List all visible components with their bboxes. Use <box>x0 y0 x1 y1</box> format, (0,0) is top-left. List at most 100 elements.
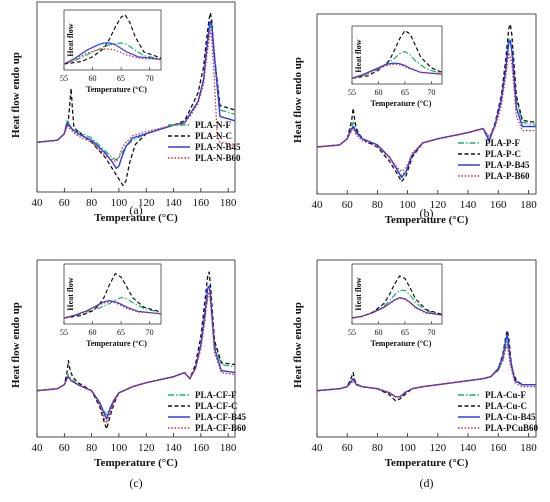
legend-label-PLA-N-F: PLA-N-F <box>195 120 231 130</box>
series-line-PLA-CF-B60 <box>36 291 236 424</box>
panel-label: (c) <box>129 476 142 490</box>
inset-frame <box>351 25 443 85</box>
inset-x-tick-label: 60 <box>374 88 382 97</box>
legend-label-PLA-PCuB60: PLA-PCuB60 <box>485 423 539 433</box>
x-tick-label: 60 <box>59 442 71 454</box>
x-tick-label: 160 <box>193 442 210 454</box>
legend-label-PLA-P-C: PLA-P-C <box>485 149 521 159</box>
y-axis-label: Heat flow endo up <box>10 52 22 138</box>
panel-label: (b) <box>420 206 434 220</box>
inset-series-line-PLA-N-C <box>63 13 162 65</box>
series-line-PLA-CF-F <box>36 295 236 416</box>
inset-y-axis-label: Heat flow <box>354 277 363 310</box>
legend-label-PLA-CF-F: PLA-CF-F <box>195 390 237 400</box>
x-tick-label: 160 <box>490 199 507 211</box>
legend-label-PLA-P-B45: PLA-P-B45 <box>485 160 530 170</box>
plot-frame <box>316 259 537 438</box>
inset-x-tick-label: 70 <box>427 328 435 337</box>
inset-x-tick-label: 55 <box>60 74 68 83</box>
inset-series-line-PLA-CF-B60 <box>63 301 162 319</box>
x-tick-label: 40 <box>312 199 324 211</box>
x-tick-label: 60 <box>342 442 354 454</box>
legend-label-PLA-N-B60: PLA-N-B60 <box>195 153 241 163</box>
x-tick-label: 40 <box>32 197 44 209</box>
series-line-PLA-N-B60 <box>36 29 236 163</box>
inset-x-tick-label: 65 <box>117 74 125 83</box>
x-tick-label: 60 <box>342 199 354 211</box>
x-axis-label: Temperature (°C) <box>94 457 178 469</box>
x-axis-label: Temperature (°C) <box>385 457 469 469</box>
inset-x-tick-label: 70 <box>427 88 435 97</box>
series-line-PLA-N-C <box>36 12 236 187</box>
x-tick-label: 80 <box>372 199 384 211</box>
y-axis-label: Heat flow endo up <box>10 302 22 388</box>
legend-label-PLA-Cu-F: PLA-Cu-F <box>485 390 526 400</box>
inset-plot: 55 60 65 70 Temperature (°C) Heat flow <box>60 263 162 348</box>
inset-plot: 55 60 65 70 Temperature (°C) Heat flow <box>60 9 162 94</box>
y-axis-label: Heat flow endo up <box>292 302 304 388</box>
inset-x-tick-label: 70 <box>146 74 154 83</box>
legend-label-PLA-Cu-B45: PLA-Cu-B45 <box>485 412 536 422</box>
inset-y-axis-label: Heat flow <box>66 277 75 310</box>
x-tick-label: 80 <box>86 197 98 209</box>
series-line-PLA-P-B45 <box>316 39 536 179</box>
inset-series-line-PLA-P-B45 <box>351 62 443 79</box>
series-line-PLA-PCuB60 <box>316 343 536 398</box>
inset-plot: 55 60 65 70 Temperature (°C) Heat flow <box>348 263 443 348</box>
legend-label-PLA-P-B60: PLA-P-B60 <box>485 171 530 181</box>
inset-x-tick-label: 65 <box>117 328 125 337</box>
legend-label-PLA-CF-B45: PLA-CF-B45 <box>195 412 246 422</box>
y-axis-label: Heat flow endo up <box>292 57 304 143</box>
x-tick-label: 120 <box>138 442 155 454</box>
x-tick-label: 100 <box>111 197 128 209</box>
x-tick-label: 140 <box>460 199 477 211</box>
x-tick-label: 100 <box>399 442 416 454</box>
x-tick-label: 100 <box>399 199 416 211</box>
x-tick-label: 40 <box>32 442 44 454</box>
inset-series-line-PLA-P-C <box>351 29 443 79</box>
x-tick-label: 140 <box>165 442 182 454</box>
plot-frame <box>36 1 236 193</box>
panel-a: 40 60 80 100 120 140 160 180 Temperature (°C) Hea… <box>10 1 241 224</box>
x-tick-label: 180 <box>520 442 537 454</box>
inset-x-tick-label: 60 <box>89 328 97 337</box>
inset-x-tick-label: 65 <box>401 328 409 337</box>
series-line-PLA-N-B45 <box>36 20 236 169</box>
panel-c: 40 60 80 100 120 140 160 180 Temperature (°C) Hea… <box>10 259 246 490</box>
inset-x-tick-label: 60 <box>374 328 382 337</box>
x-tick-label: 80 <box>86 442 98 454</box>
x-axis-label: Temperature (°C) <box>385 214 469 226</box>
x-tick-label: 180 <box>520 199 537 211</box>
panel-b: 40 60 80 100 120 140 160 180 Temperature (°C) Hea… <box>292 13 537 226</box>
x-tick-label: 180 <box>220 442 237 454</box>
x-tick-label: 140 <box>460 442 477 454</box>
legend-label-PLA-N-B45: PLA-N-B45 <box>195 142 241 152</box>
inset-x-axis-label: Temperature (°C) <box>371 99 432 108</box>
inset-x-tick-label: 55 <box>348 88 356 97</box>
panel-label: (a) <box>129 203 142 217</box>
inset-series-line-PLA-CF-C <box>63 272 162 319</box>
x-tick-label: 180 <box>220 197 237 209</box>
x-tick-label: 120 <box>138 197 155 209</box>
x-tick-label: 80 <box>372 442 384 454</box>
x-tick-label: 160 <box>490 442 507 454</box>
inset-series-line-PLA-N-B60 <box>63 48 162 65</box>
legend-label-PLA-CF-C: PLA-CF-C <box>195 401 238 411</box>
x-tick-label: 40 <box>312 442 324 454</box>
legend-label-PLA-N-C: PLA-N-C <box>195 131 232 141</box>
panel-label: (d) <box>420 476 434 490</box>
x-axis-label: Temperature (°C) <box>94 212 178 224</box>
x-tick-label: 140 <box>165 197 182 209</box>
x-tick-label: 60 <box>59 197 71 209</box>
x-tick-label: 120 <box>430 442 447 454</box>
legend-label-PLA-Cu-C: PLA-Cu-C <box>485 401 527 411</box>
inset-series-line-PLA-N-B45 <box>63 42 162 65</box>
inset-x-axis-label: Temperature (°C) <box>86 85 147 94</box>
inset-plot: 55 60 65 70 Temperature (°C) Heat flow <box>348 25 443 108</box>
legend-label-PLA-P-F: PLA-P-F <box>485 138 520 148</box>
